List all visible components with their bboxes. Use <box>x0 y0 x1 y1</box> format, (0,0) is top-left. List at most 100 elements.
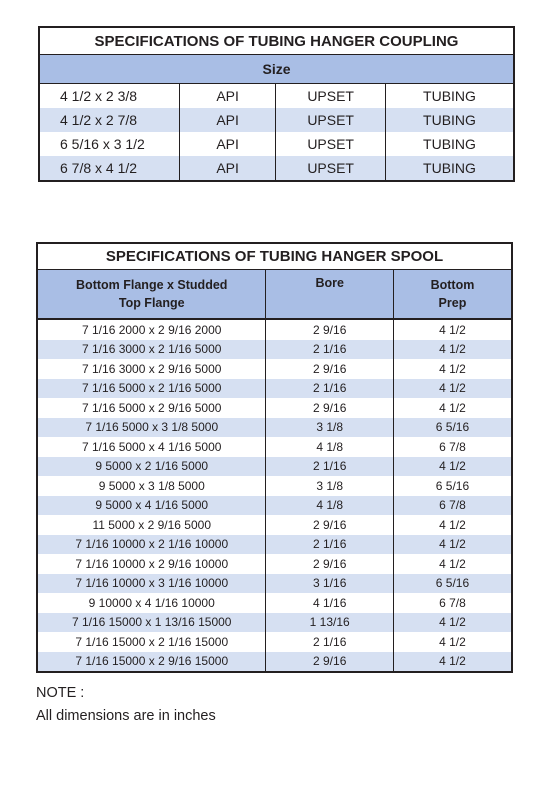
spool-table: SPECIFICATIONS OF TUBING HANGER SPOOL Bo… <box>36 242 513 673</box>
spool-row-cell: 9 5000 x 2 1/16 5000 <box>37 456 267 476</box>
spool-row-cell: 7 1/16 5000 x 2 9/16 5000 <box>37 398 267 418</box>
spool-row: 11 5000 x 2 9/16 5000 2 9/16 4 1/2 <box>37 515 512 535</box>
spool-row: 7 1/16 5000 x 2 9/16 5000 2 9/16 4 1/2 <box>37 398 512 418</box>
spool-row-cell: 2 1/16 <box>265 534 394 554</box>
spool-row-cell: 2 1/16 <box>265 632 394 652</box>
spool-row: 9 5000 x 3 1/8 5000 3 1/8 6 5/16 <box>37 476 512 496</box>
spool-row-cell: 7 1/16 10000 x 3 1/16 10000 <box>37 573 267 593</box>
header-bottom-prep: Bottom Prep <box>393 269 512 320</box>
spool-row-cell: 7 1/16 10000 x 2 9/16 10000 <box>37 554 267 574</box>
spool-row-cell: 3 1/8 <box>265 476 394 496</box>
spool-row-cell: 2 9/16 <box>265 359 394 379</box>
note-block: NOTE : All dimensions are in inches <box>36 682 216 728</box>
coupling-row: 4 1/2 x 2 3/8 API UPSET TUBING <box>39 83 514 108</box>
spool-row: 7 1/16 10000 x 2 9/16 10000 2 9/16 4 1/2 <box>37 554 512 574</box>
spool-title: SPECIFICATIONS OF TUBING HANGER SPOOL <box>37 243 512 270</box>
spool-row-cell: 11 5000 x 2 9/16 5000 <box>37 515 267 535</box>
spool-row: 7 1/16 15000 x 2 9/16 15000 2 9/16 4 1/2 <box>37 651 512 672</box>
spool-row: 7 1/16 15000 x 1 13/16 15000 1 13/16 4 1/2 <box>37 612 512 632</box>
header-prep-line1: Bottom <box>430 278 475 292</box>
spool-row: 9 10000 x 4 1/16 10000 4 1/16 6 7/8 <box>37 593 512 613</box>
spool-row-cell: 2 1/16 <box>265 339 394 359</box>
spool-row-cell: 4 1/2 <box>393 554 512 574</box>
spool-row-cell: 7 1/16 5000 x 3 1/8 5000 <box>37 417 267 437</box>
spool-row-cell: 4 1/8 <box>265 437 394 457</box>
spool-row-cell: 6 5/16 <box>393 417 512 437</box>
spool-row-cell: 4 1/8 <box>265 495 394 515</box>
spool-row: 7 1/16 5000 x 4 1/16 5000 4 1/8 6 7/8 <box>37 437 512 457</box>
spool-row-cell: 4 1/2 <box>393 378 512 398</box>
spool-row-cell: 4 1/2 <box>393 651 512 672</box>
spool-row-cell: 4 1/2 <box>393 612 512 632</box>
spool-row: 7 1/16 10000 x 2 1/16 10000 2 1/16 4 1/2 <box>37 534 512 554</box>
spool-row-cell: 2 1/16 <box>265 456 394 476</box>
coupling-row-cell: API <box>179 156 277 181</box>
spool-row-cell: 4 1/2 <box>393 359 512 379</box>
header-bore: Bore <box>265 269 394 320</box>
spool-row-cell: 4 1/2 <box>393 398 512 418</box>
spool-row-cell: 4 1/2 <box>393 339 512 359</box>
spool-row-cell: 4 1/16 <box>265 593 394 613</box>
spool-row-cell: 7 1/16 15000 x 2 1/16 15000 <box>37 632 267 652</box>
coupling-title: SPECIFICATIONS OF TUBING HANGER COUPLING <box>39 27 514 55</box>
coupling-row-cell: TUBING <box>385 83 514 108</box>
header-flange: Bottom Flange x Studded Top Flange <box>37 269 267 320</box>
coupling-row-cell: 6 7/8 x 4 1/2 <box>39 156 180 181</box>
spool-row: 9 5000 x 2 1/16 5000 2 1/16 4 1/2 <box>37 456 512 476</box>
coupling-row-cell: TUBING <box>385 108 514 132</box>
spool-row-cell: 4 1/2 <box>393 319 512 340</box>
spool-row-cell: 2 9/16 <box>265 554 394 574</box>
spool-row-cell: 3 1/8 <box>265 417 394 437</box>
spool-row-cell: 2 9/16 <box>265 515 394 535</box>
coupling-table: SPECIFICATIONS OF TUBING HANGER COUPLING… <box>38 26 515 182</box>
spool-row-cell: 4 1/2 <box>393 456 512 476</box>
coupling-size-header: Size <box>39 54 514 84</box>
spool-row: 7 1/16 5000 x 3 1/8 5000 3 1/8 6 5/16 <box>37 417 512 437</box>
spool-row-cell: 4 1/2 <box>393 515 512 535</box>
header-flange-line2: Top Flange <box>118 296 185 310</box>
spool-row: 7 1/16 5000 x 2 1/16 5000 2 1/16 4 1/2 <box>37 378 512 398</box>
spool-row-cell: 7 1/16 5000 x 2 1/16 5000 <box>37 378 267 398</box>
header-flange-line1: Bottom Flange x Studded <box>76 278 228 292</box>
spool-row-cell: 7 1/16 15000 x 1 13/16 15000 <box>37 612 267 632</box>
note-label: NOTE : <box>36 685 85 701</box>
coupling-row-cell: UPSET <box>275 108 386 132</box>
header-bore-label: Bore <box>315 276 344 290</box>
spool-row-cell: 6 7/8 <box>393 593 512 613</box>
coupling-row-cell: UPSET <box>275 156 386 181</box>
coupling-row-cell: 6 5/16 x 3 1/2 <box>39 132 180 156</box>
spool-row-cell: 6 7/8 <box>393 495 512 515</box>
spool-row-cell: 3 1/16 <box>265 573 394 593</box>
spool-row-cell: 7 1/16 3000 x 2 9/16 5000 <box>37 359 267 379</box>
coupling-row: 4 1/2 x 2 7/8 API UPSET TUBING <box>39 108 514 132</box>
spool-row-cell: 6 5/16 <box>393 573 512 593</box>
coupling-row-cell: 4 1/2 x 2 3/8 <box>39 83 180 108</box>
spool-row-cell: 2 9/16 <box>265 319 394 340</box>
coupling-row-cell: UPSET <box>275 83 386 108</box>
coupling-row-cell: UPSET <box>275 132 386 156</box>
spool-row-cell: 9 10000 x 4 1/16 10000 <box>37 593 267 613</box>
spool-row: 7 1/16 3000 x 2 9/16 5000 2 9/16 4 1/2 <box>37 359 512 379</box>
coupling-row-cell: API <box>179 108 277 132</box>
note-text: All dimensions are in inches <box>36 708 216 724</box>
coupling-row: 6 7/8 x 4 1/2 API UPSET TUBING <box>39 156 514 181</box>
spool-row: 7 1/16 2000 x 2 9/16 2000 2 9/16 4 1/2 <box>37 319 512 340</box>
spool-row-cell: 7 1/16 5000 x 4 1/16 5000 <box>37 437 267 457</box>
coupling-row-cell: TUBING <box>385 132 514 156</box>
spool-row: 9 5000 x 4 1/16 5000 4 1/8 6 7/8 <box>37 495 512 515</box>
spool-row-cell: 1 13/16 <box>265 612 394 632</box>
spool-row-cell: 7 1/16 3000 x 2 1/16 5000 <box>37 339 267 359</box>
coupling-row-cell: 4 1/2 x 2 7/8 <box>39 108 180 132</box>
spool-row-cell: 4 1/2 <box>393 632 512 652</box>
coupling-row-cell: API <box>179 132 277 156</box>
coupling-row-cell: TUBING <box>385 156 514 181</box>
spool-row: 7 1/16 15000 x 2 1/16 15000 2 1/16 4 1/2 <box>37 632 512 652</box>
coupling-row: 6 5/16 x 3 1/2 API UPSET TUBING <box>39 132 514 156</box>
spool-row-cell: 6 7/8 <box>393 437 512 457</box>
spool-row-cell: 7 1/16 15000 x 2 9/16 15000 <box>37 651 267 672</box>
header-prep-line2: Prep <box>438 296 467 310</box>
spool-row: 7 1/16 10000 x 3 1/16 10000 3 1/16 6 5/16 <box>37 573 512 593</box>
spool-row-cell: 9 5000 x 3 1/8 5000 <box>37 476 267 496</box>
spool-row-cell: 9 5000 x 4 1/16 5000 <box>37 495 267 515</box>
spool-row-cell: 2 9/16 <box>265 651 394 672</box>
